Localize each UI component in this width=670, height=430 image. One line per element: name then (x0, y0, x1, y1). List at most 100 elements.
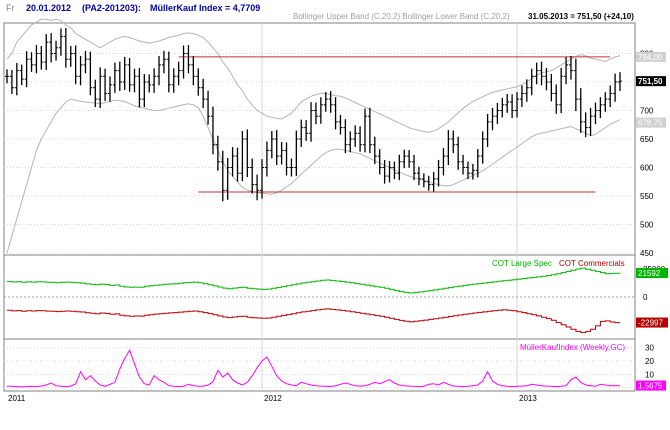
price-bar (362, 108, 367, 153)
price-bar (54, 40, 59, 61)
price-bar (88, 51, 93, 96)
price-bar (539, 61, 544, 86)
price-bar (98, 67, 103, 109)
price-bar (186, 45, 191, 74)
price-bar (544, 67, 549, 91)
x-tick-label: 2012 (264, 394, 282, 403)
price-bar (39, 45, 44, 70)
price-bar (323, 92, 328, 112)
price-bar (255, 174, 260, 201)
price-bar (68, 45, 73, 67)
price-bar (279, 142, 284, 165)
price-bar (421, 173, 426, 188)
price-bar (549, 74, 554, 102)
price-bar (161, 50, 166, 74)
price-tick-label: 550 (640, 192, 654, 201)
price-bar (441, 148, 446, 176)
price-bar (264, 141, 269, 177)
price-bar (93, 79, 98, 108)
price-bar (372, 136, 377, 165)
price-tick-label: 700 (640, 107, 654, 116)
price-bar (58, 28, 63, 56)
mueller-panel-frame (3, 338, 636, 392)
price-bar (524, 79, 529, 102)
price-bar (475, 149, 480, 178)
price-bar (416, 166, 421, 186)
price-bar (260, 159, 265, 199)
price-bar (44, 34, 49, 71)
price-bar (412, 154, 417, 181)
price-bar (353, 125, 358, 147)
price-bar (568, 55, 573, 80)
price-bar (225, 157, 230, 200)
price-bar (431, 171, 436, 192)
price-bar (206, 90, 211, 125)
legend-mueller: MüllerKaufIndex (Weekly,GC) (520, 343, 625, 352)
price-bar (358, 126, 363, 152)
price-bar (181, 45, 186, 79)
price-bar (456, 136, 461, 170)
price-value-tag-label: 794,00 (638, 53, 663, 62)
price-bar (34, 45, 39, 74)
cot-value-tag-label: -22997 (638, 319, 663, 328)
mueller-value-tag (636, 380, 666, 391)
price-bar (24, 51, 29, 88)
price-bar (377, 149, 382, 175)
price-bar (191, 55, 196, 86)
price-bar (500, 97, 505, 118)
price-bar (461, 154, 466, 175)
price-bar (338, 114, 343, 135)
price-bar (465, 161, 470, 180)
header-last: 31.05.2013 = 751,50 (+24,10) (528, 12, 634, 21)
price-bar (485, 113, 490, 147)
price-bar (515, 92, 520, 118)
price-bar (534, 62, 539, 85)
price-layer (5, 18, 622, 254)
price-bar (397, 154, 402, 181)
price-bar (343, 119, 348, 154)
price-bar (132, 68, 137, 93)
price-bar (470, 163, 475, 180)
price-bar (613, 73, 618, 102)
price-value-tag (636, 51, 666, 62)
price-bar (245, 129, 250, 178)
price-bar (529, 68, 534, 96)
price-bar (240, 131, 245, 182)
price-bar (201, 78, 206, 109)
mueller-index-line (6, 349, 621, 388)
mueller-tick-label: 20 (645, 357, 654, 366)
price-bar (451, 130, 456, 154)
price-bar (152, 68, 157, 93)
mueller-tick-label: 10 (645, 370, 654, 379)
price-bar (392, 161, 397, 180)
price-tick-label: 600 (640, 164, 654, 173)
price-bar (382, 159, 387, 184)
price-bar (157, 55, 162, 86)
price-bar (318, 97, 323, 124)
price-bar (313, 102, 318, 125)
price-bar (510, 94, 515, 119)
price-bar (215, 135, 220, 171)
price-bar (103, 68, 108, 101)
price-bar (333, 97, 338, 130)
price-bar (608, 85, 613, 108)
price-bar (137, 67, 142, 108)
cot-value-tag (636, 317, 668, 328)
price-bar (564, 56, 569, 85)
price-bar (176, 61, 181, 86)
chart-header: Fr 20.01.2012 (PA2-201203): MüllerKauf I… (6, 3, 634, 21)
price-value-tag-label: 751,50 (638, 77, 663, 86)
price-bar (210, 106, 215, 155)
price-bar (269, 131, 274, 159)
price-bar (147, 74, 152, 93)
price-bar (446, 130, 451, 166)
price-tick-label: 650 (640, 135, 654, 144)
header-date: 20.01.2012 (26, 3, 71, 13)
legend-cot-large: COT Large Spec (492, 259, 552, 268)
header-prefix: Fr (6, 3, 15, 13)
bollinger-lower-line (6, 98, 621, 254)
price-value-tag (636, 117, 666, 128)
price-bar (142, 74, 147, 108)
price-bar (480, 131, 485, 164)
